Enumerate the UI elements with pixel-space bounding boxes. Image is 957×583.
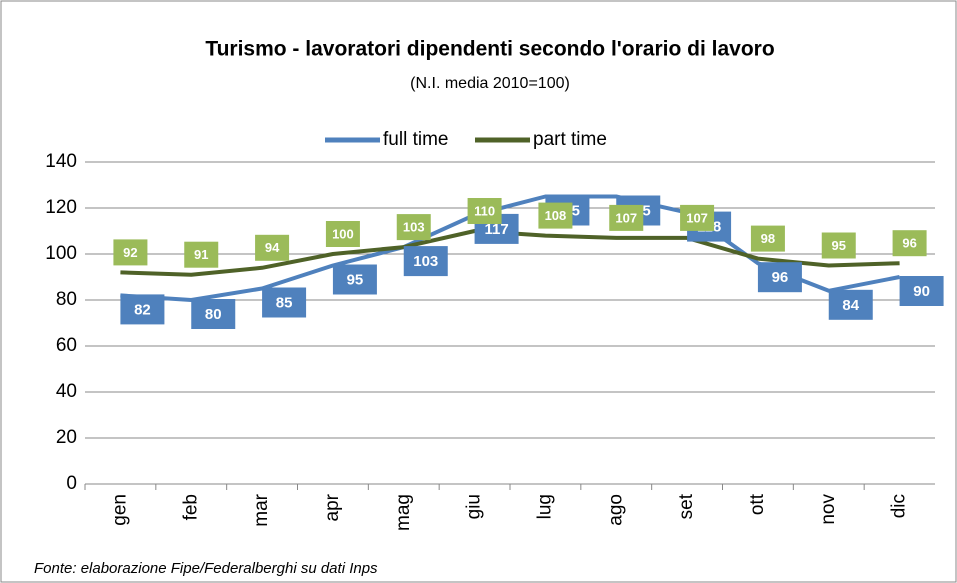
y-tick-label: 140 (45, 151, 77, 172)
data-label: 107 (686, 210, 708, 225)
data-label-box (396, 214, 431, 241)
data-label: 96 (772, 269, 789, 286)
chart-subtitle: (N.I. media 2010=100) (410, 75, 570, 92)
data-label: 85 (276, 294, 293, 311)
x-tick-label: ott (747, 493, 768, 515)
data-label: 108 (545, 208, 567, 223)
data-label-box (899, 276, 944, 306)
data-label-box (828, 289, 873, 320)
data-label: 95 (347, 271, 364, 288)
data-label: 110 (474, 203, 495, 218)
x-tick-label: dic (889, 494, 910, 518)
x-tick-label: mag (393, 494, 414, 531)
data-label-box (325, 221, 360, 247)
data-label-box (332, 264, 377, 295)
x-tick-label: set (676, 493, 697, 519)
data-label-box (113, 239, 148, 266)
data-label: 80 (205, 306, 222, 323)
data-label-box (120, 294, 165, 325)
y-tick-label: 100 (45, 243, 77, 264)
data-label: 84 (842, 297, 859, 314)
x-tick-label: apr (322, 493, 343, 521)
y-tick-label: 20 (56, 427, 77, 448)
legend-label: full time (383, 129, 448, 150)
y-tick-label: 40 (56, 381, 77, 402)
data-label: 98 (761, 231, 775, 246)
data-label: 91 (194, 247, 208, 262)
legend-label: part time (533, 129, 607, 150)
data-label: 103 (403, 220, 425, 235)
data-label-box (467, 198, 502, 224)
y-tick-label: 0 (66, 473, 77, 494)
data-label: 92 (123, 245, 137, 260)
data-label: 117 (484, 221, 508, 238)
data-label: 90 (913, 283, 930, 300)
data-label-box (680, 204, 715, 231)
x-tick-label: mar (251, 493, 272, 526)
data-label: 96 (902, 236, 916, 251)
x-tick-label: ago (605, 494, 626, 526)
data-label-box (184, 241, 219, 268)
x-tick-label: gen (109, 494, 130, 526)
data-label-box (757, 262, 802, 293)
x-tick-label: feb (180, 494, 201, 520)
y-tick-label: 60 (56, 335, 77, 356)
data-label-box (191, 299, 236, 329)
data-label-box (255, 234, 290, 261)
data-label-box (892, 230, 927, 257)
data-label: 107 (615, 210, 637, 225)
data-label-box (609, 204, 644, 231)
chart-title: Turismo - lavoratori dipendenti secondo … (205, 38, 774, 61)
data-label-box (821, 232, 856, 259)
x-tick-label: nov (818, 494, 839, 525)
data-label-box (538, 202, 573, 229)
data-label: 82 (134, 301, 151, 318)
source-note: Fonte: elaborazione Fipe/Federalberghi s… (34, 560, 378, 577)
x-tick-label: giu (464, 494, 485, 519)
data-label: 100 (332, 226, 354, 241)
data-label-box (750, 225, 785, 252)
y-tick-label: 80 (56, 289, 77, 310)
data-label: 95 (832, 238, 846, 253)
data-label: 94 (265, 240, 280, 255)
data-label-box (403, 246, 448, 277)
data-label-box (262, 287, 307, 318)
y-tick-label: 120 (45, 197, 77, 218)
x-tick-label: lug (534, 494, 555, 519)
data-label: 103 (413, 253, 438, 270)
